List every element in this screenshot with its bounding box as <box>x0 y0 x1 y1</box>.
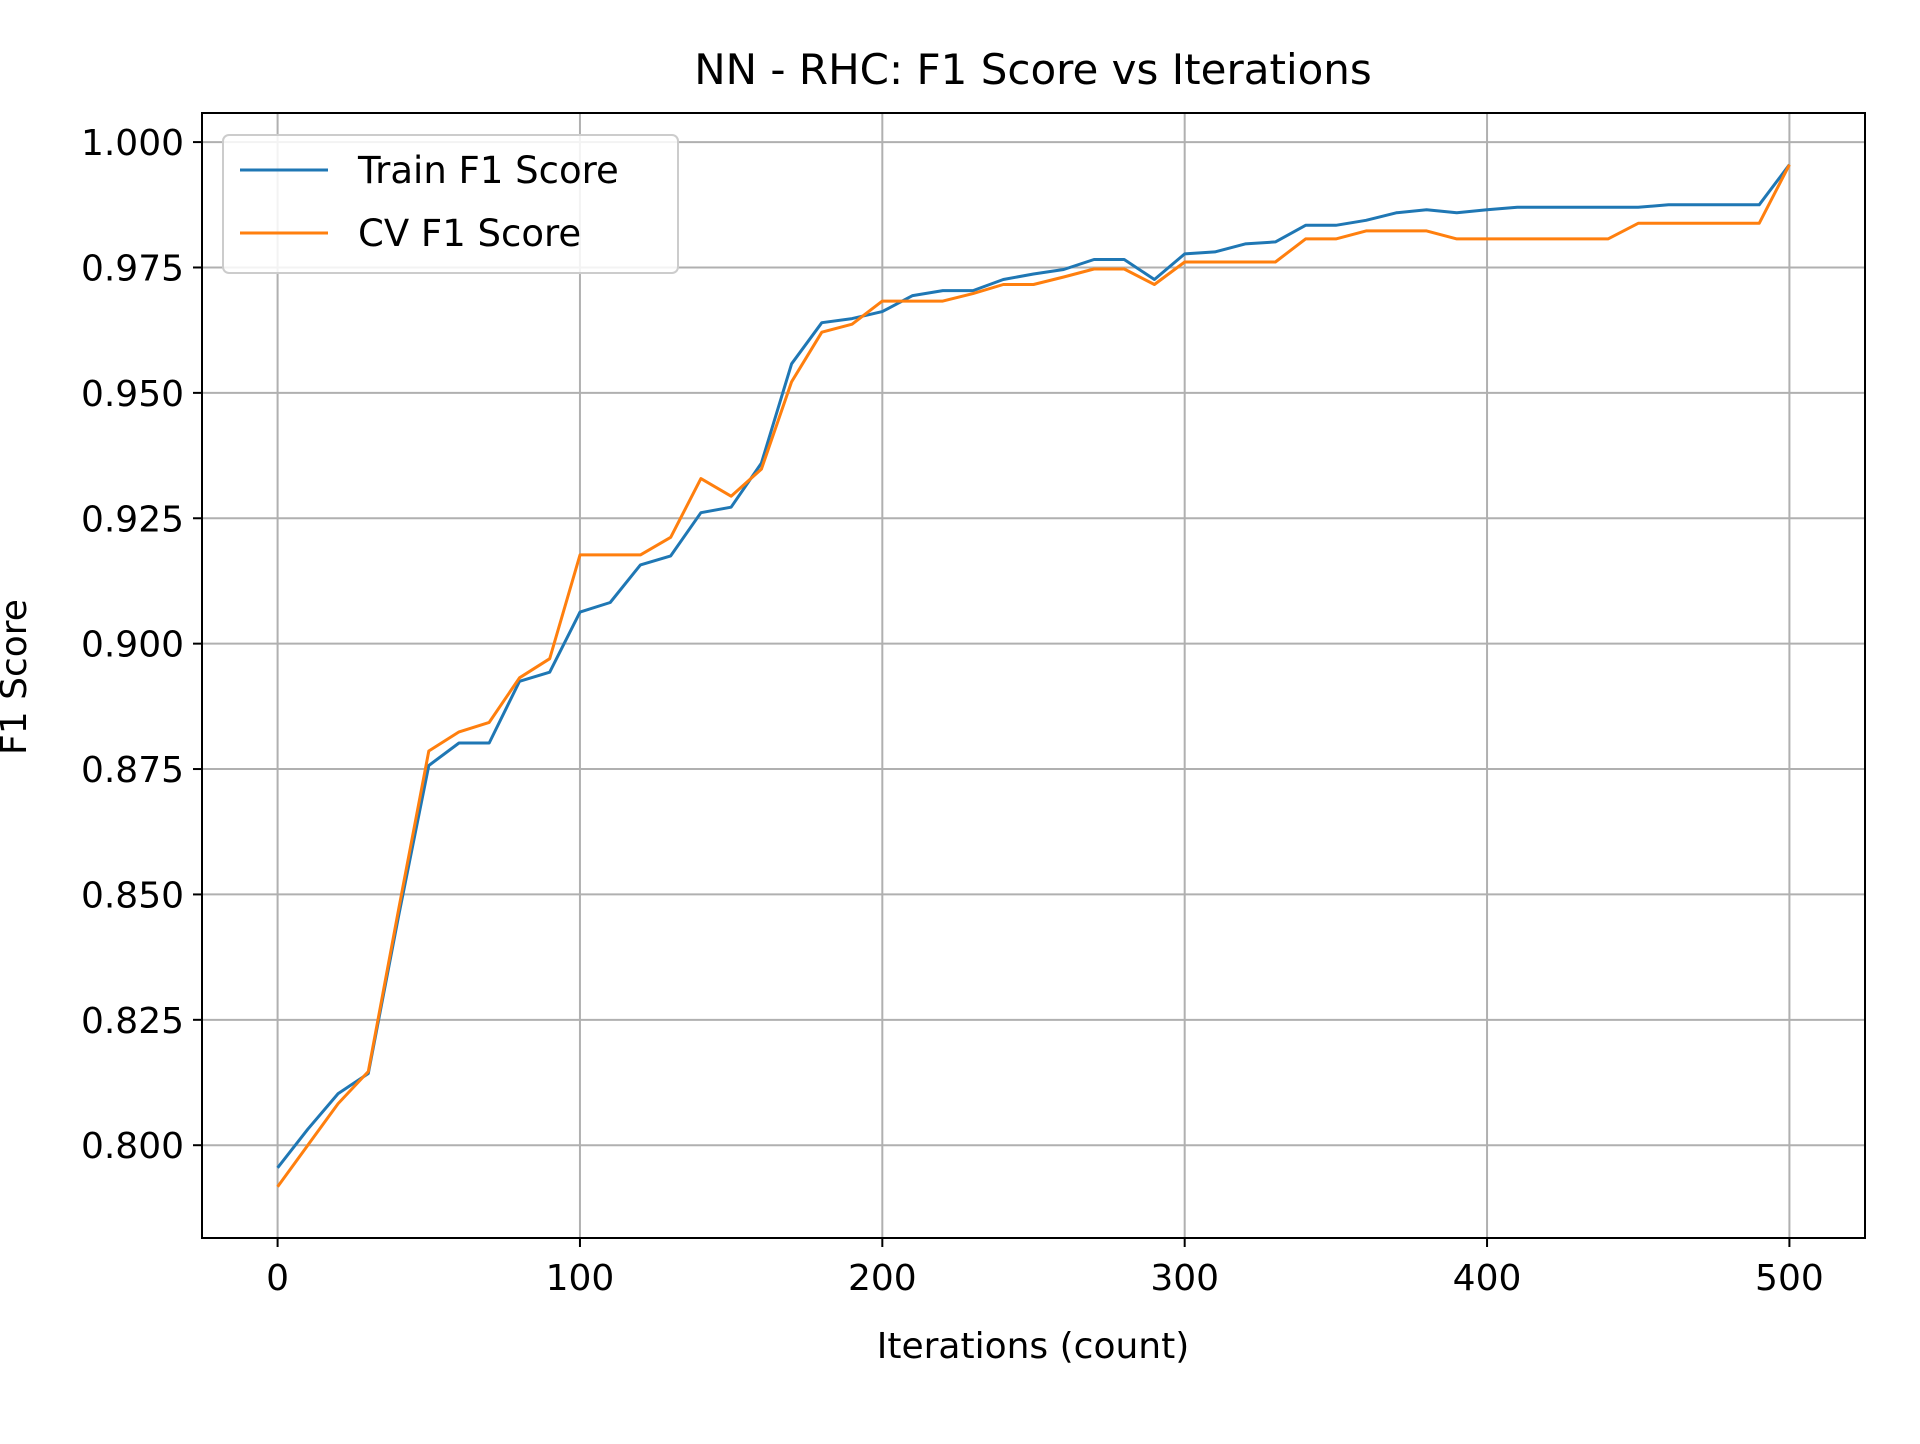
axis-ticks: 0 100 200 300 400 500 0.800 0.825 0.850 0.875 0.90… <box>81 123 1824 1299</box>
x-tick-label: 300 <box>1150 1258 1219 1299</box>
legend: Train F1 Score CV F1 Score <box>222 134 679 274</box>
y-tick-label: 0.875 <box>81 750 184 791</box>
y-tick-label: 0.900 <box>81 625 184 666</box>
y-tick-label: 0.800 <box>81 1126 184 1167</box>
legend-cv-label: CV F1 Score <box>358 212 581 255</box>
train-f1-line <box>276 163 1791 1169</box>
x-tick-label: 100 <box>546 1258 615 1299</box>
y-tick-label: 0.850 <box>81 875 184 916</box>
y-tick-label: 0.825 <box>81 1001 184 1042</box>
y-axis-label: F1 Score <box>0 599 35 755</box>
x-tick-label: 500 <box>1755 1258 1824 1299</box>
x-tick-label: 0 <box>266 1258 289 1299</box>
cv-f1-line <box>276 164 1791 1188</box>
x-tick-label: 400 <box>1453 1258 1522 1299</box>
x-tick-label: 200 <box>848 1258 917 1299</box>
plot-area-frame <box>201 112 1866 1239</box>
chart-title: NN - RHC: F1 Score vs Iterations <box>694 45 1372 94</box>
y-tick-label: 0.950 <box>81 374 184 415</box>
y-tick-label: 0.925 <box>81 499 184 540</box>
x-axis-label: Iterations (count) <box>877 1326 1190 1367</box>
y-tick-label: 1.000 <box>81 123 184 164</box>
legend-train-label: Train F1 Score <box>357 149 619 192</box>
y-tick-label: 0.975 <box>81 248 184 289</box>
legend-box <box>222 134 679 274</box>
series-lines <box>276 163 1791 1188</box>
